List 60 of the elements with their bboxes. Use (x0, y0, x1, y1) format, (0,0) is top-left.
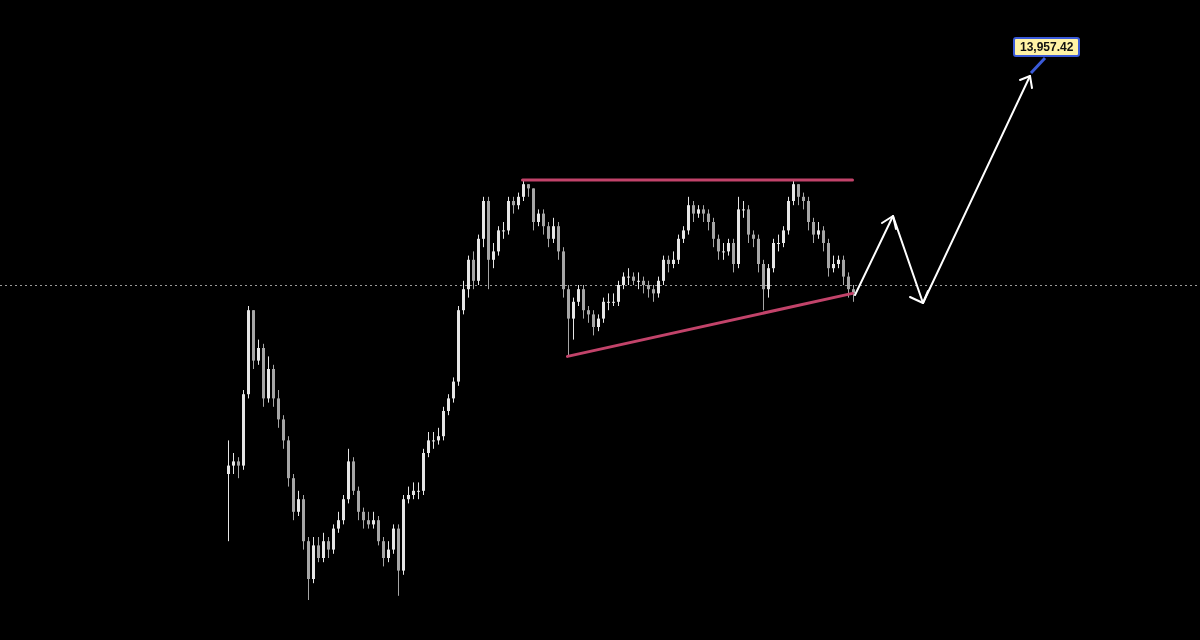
candlestick (357, 486, 360, 521)
candlestick (362, 507, 365, 530)
candlestick (552, 217, 555, 244)
candlestick (657, 276, 660, 299)
candlestick (677, 234, 680, 265)
candlestick (492, 242, 495, 269)
candlestick (427, 431, 430, 458)
candlestick (617, 280, 620, 307)
candlestick (522, 179, 525, 202)
candlestick (662, 255, 665, 286)
candlestick (572, 297, 575, 341)
candlestick (792, 179, 795, 206)
candlestick (722, 242, 725, 261)
candlestick (382, 536, 385, 567)
candlestick (607, 292, 610, 311)
candlestick (377, 515, 380, 546)
candlestick (392, 523, 395, 555)
candlestick (717, 234, 720, 261)
candlestick (452, 376, 455, 404)
candlestick (627, 267, 630, 286)
text: 13,957.42 (1013, 37, 1081, 57)
candlestick (812, 217, 815, 244)
candlestick (712, 217, 715, 248)
candlestick (282, 414, 285, 450)
candlestick (342, 494, 345, 525)
candlestick (462, 280, 465, 315)
candlestick (547, 221, 550, 248)
candlestick (232, 452, 235, 475)
candlestick (257, 339, 260, 366)
candlestick (692, 200, 695, 223)
candlestick (842, 255, 845, 286)
candlestick (237, 456, 240, 479)
candlestick (387, 540, 390, 563)
candlestick (497, 225, 500, 257)
candlestick (327, 536, 330, 559)
candlestick (782, 225, 785, 248)
candlestick (322, 532, 325, 563)
candlestick (732, 238, 735, 273)
candlestick (637, 271, 640, 290)
candlestick (577, 284, 580, 307)
candlestick (612, 292, 615, 307)
candlestick (797, 183, 800, 206)
candlestick (742, 200, 745, 219)
candlestick (707, 208, 710, 231)
candlestick (447, 393, 450, 416)
candlestick (417, 481, 420, 500)
candlestick (297, 490, 300, 517)
candlestick (592, 309, 595, 336)
candlestick (542, 208, 545, 236)
candlestick (432, 431, 435, 450)
candlestick (767, 263, 770, 299)
candlestick (227, 439, 230, 542)
candlestick (502, 221, 505, 240)
candlestick (337, 511, 340, 534)
candlestick (317, 536, 320, 563)
candlestick (807, 196, 810, 231)
candlestick (277, 389, 280, 429)
candlestick (332, 523, 335, 555)
candlestick (822, 225, 825, 252)
candlestick (602, 297, 605, 324)
